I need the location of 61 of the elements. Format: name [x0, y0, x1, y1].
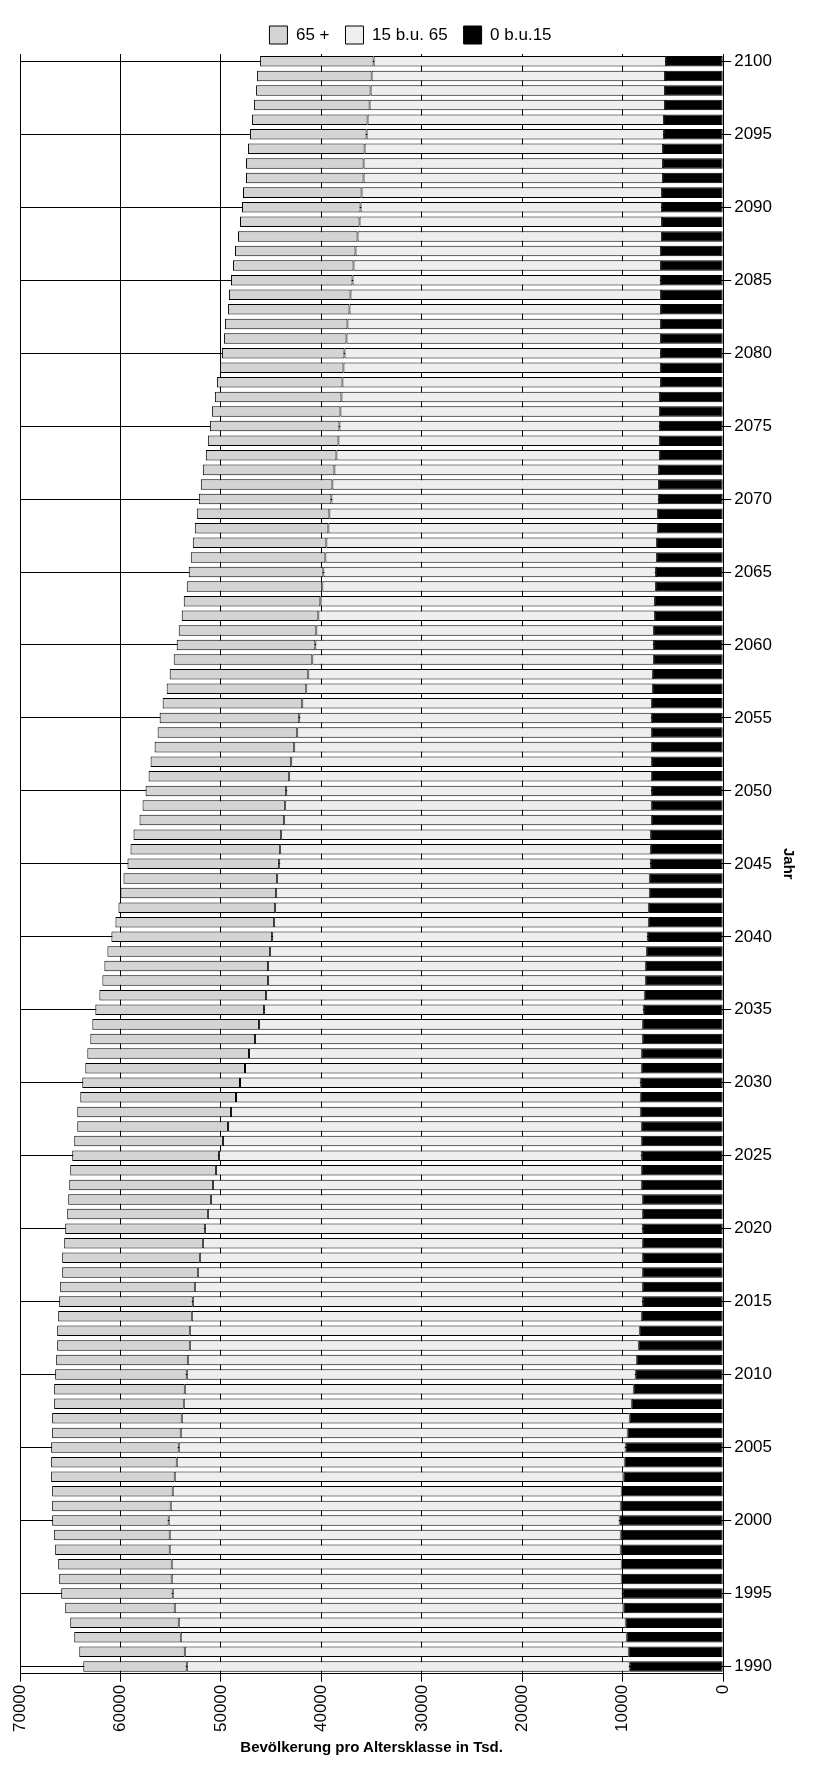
bar [661, 231, 723, 242]
bar [646, 946, 723, 957]
bar [625, 1442, 723, 1453]
bar [635, 1369, 723, 1380]
x-tick-label: 60000 [110, 1684, 130, 1733]
x-tick-label: 30000 [411, 1684, 431, 1733]
y-tick-label: 1990 [734, 1656, 773, 1676]
y-tick-label: 2100 [734, 50, 773, 70]
legend-label: 0 b.u.15 [490, 24, 552, 44]
bar [645, 975, 723, 986]
bar [664, 85, 723, 96]
y-tick-label: 2000 [734, 1510, 773, 1530]
y-tick-label: 2055 [734, 707, 773, 727]
y-tick-label: 2050 [734, 780, 773, 800]
y-axis-title: Jahr [780, 848, 798, 880]
bar [660, 333, 723, 344]
bar [656, 552, 723, 563]
bar [642, 1194, 723, 1205]
y-tick-label: 2010 [734, 1364, 773, 1384]
y-tick-label: 2070 [734, 488, 773, 508]
x-axis-title: Bevölkerung pro Altersklasse in Tsd. [240, 1738, 503, 1756]
y-tick-label: 1995 [734, 1583, 773, 1603]
x-tick-label: 50000 [210, 1684, 230, 1733]
bar [641, 1048, 723, 1059]
y-tick-label: 2060 [734, 634, 773, 654]
bar [651, 800, 723, 811]
y-tick-label: 2040 [734, 926, 773, 946]
bar [651, 727, 723, 738]
y-tick-label: 2020 [734, 1218, 773, 1238]
bar [660, 260, 723, 271]
y-tick-label: 2080 [734, 342, 773, 362]
bar [655, 581, 723, 592]
legend-label: 65 + [295, 24, 330, 44]
y-tick-label: 2085 [734, 269, 773, 289]
y-tick-label: 2090 [734, 196, 773, 216]
y-tick-label: 2065 [734, 561, 773, 581]
y-tick-label: 2045 [734, 853, 773, 873]
x-tick-label: 20000 [511, 1684, 531, 1733]
y-tick-label: 2095 [734, 123, 773, 143]
bar [649, 873, 723, 884]
y-tick-label: 2025 [734, 1145, 773, 1165]
y-tick-label: 2005 [734, 1437, 773, 1457]
y-tick-label: 2035 [734, 999, 773, 1019]
bar [653, 654, 723, 665]
y-tick-label: 2030 [734, 1072, 773, 1092]
bar [658, 479, 723, 490]
x-tick-label: 10000 [612, 1684, 632, 1733]
bar [662, 158, 723, 169]
bar [659, 406, 723, 417]
legend-label: 15 b.u. 65 [372, 24, 448, 44]
x-tick-label: 40000 [311, 1684, 331, 1733]
bar [642, 1267, 723, 1278]
x-tick-label: 0 [712, 1684, 732, 1695]
bar [629, 1661, 723, 1672]
bar [622, 1588, 723, 1599]
bar [638, 1340, 723, 1351]
y-tick-label: 2015 [734, 1291, 773, 1311]
x-tick-label: 70000 [9, 1684, 29, 1733]
bar [653, 625, 723, 636]
y-tick-label: 2075 [734, 415, 773, 435]
bar [641, 1121, 723, 1132]
